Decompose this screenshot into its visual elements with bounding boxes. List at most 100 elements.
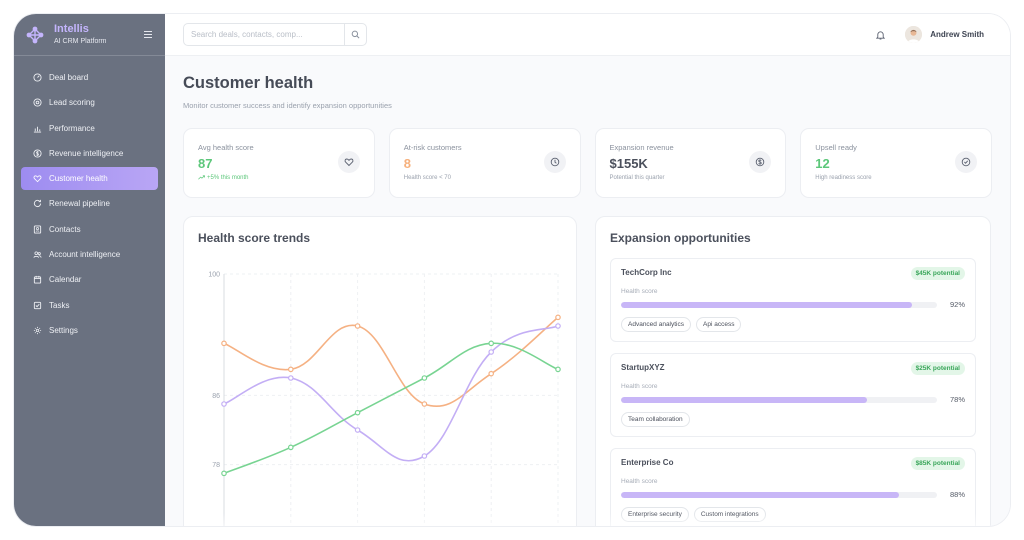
sidebar-item-performance[interactable]: Performance (21, 117, 158, 140)
stat-value: 8 (403, 156, 411, 171)
data-point[interactable] (221, 401, 227, 407)
sidebar-item-contacts[interactable]: Contacts (21, 218, 158, 241)
opportunity-card[interactable]: StartupXYZ $25K potential Health score 7… (610, 353, 976, 437)
health-score-label: Health score (621, 383, 658, 390)
gauge-icon (33, 73, 42, 82)
health-score-bar (621, 396, 937, 403)
stat-card-expansion-revenue: Expansion revenue $155K Potential this q… (594, 128, 787, 198)
health-score-fill (621, 301, 912, 308)
stat-label: Upsell ready (815, 143, 857, 152)
app-window: Intellis AI CRM Platform Deal board Lead… (14, 14, 1010, 526)
data-point[interactable] (354, 427, 361, 433)
sidebar-item-label: Contacts (49, 224, 81, 234)
page-title: Customer health (183, 74, 314, 92)
user-name[interactable]: Andrew Smith (930, 30, 984, 39)
calendar-icon (33, 276, 42, 284)
data-point[interactable] (221, 470, 227, 477)
data-point[interactable] (555, 314, 561, 321)
brand-name: Intellis (54, 23, 89, 35)
opportunity-name: StartupXYZ (621, 363, 665, 372)
sidebar-item-calendar[interactable]: Calendar (21, 268, 158, 291)
sidebar-item-renewal-pipeline[interactable]: Renewal pipeline (21, 192, 158, 215)
data-point[interactable] (488, 370, 495, 377)
health-score-fill (621, 491, 900, 498)
search-input[interactable] (184, 24, 344, 45)
menu-toggle-icon[interactable] (141, 28, 155, 42)
data-point[interactable] (288, 366, 294, 373)
sidebar-item-revenue-intelligence[interactable]: Revenue intelligence (21, 142, 158, 165)
stat-note-text: +5% this month (207, 175, 249, 182)
data-point[interactable] (421, 401, 428, 407)
trend-up-icon (198, 175, 205, 180)
check-circle-icon (955, 151, 977, 173)
opportunity-card[interactable]: TechCorp Inc $45K potential Health score… (610, 258, 976, 342)
sidebar-item-settings[interactable]: Settings (21, 319, 158, 342)
opportunity-card[interactable]: Enterprise Co $85K potential Health scor… (610, 448, 976, 526)
sidebar-item-deal-board[interactable]: Deal board (21, 66, 158, 89)
notifications-bell-icon[interactable] (873, 28, 887, 42)
feature-tag[interactable]: Custom integrations (693, 507, 766, 522)
potential-badge: $25K potential (910, 362, 965, 375)
data-point[interactable] (354, 409, 361, 416)
checkbox-icon (33, 301, 42, 309)
data-point[interactable] (288, 375, 294, 381)
data-point[interactable] (221, 340, 227, 347)
y-tick-label: 78 (212, 462, 220, 469)
brand: Intellis AI CRM Platform (14, 14, 165, 56)
series-line-2 (223, 325, 559, 462)
feature-tag[interactable]: Advanced analytics (621, 317, 692, 332)
gear-icon (33, 326, 42, 335)
data-point[interactable] (421, 453, 428, 459)
heart-icon (33, 175, 42, 183)
stat-card-avg-health: Avg health score 87 +5% this month (183, 128, 375, 198)
data-point[interactable] (555, 323, 561, 329)
sidebar-item-label: Tasks (49, 300, 70, 310)
brand-logo-icon (24, 24, 46, 46)
main-area: Andrew Smith Customer health Monitor cus… (165, 14, 1010, 526)
sidebar-item-lead-scoring[interactable]: Lead scoring (21, 91, 158, 114)
sidebar: Intellis AI CRM Platform Deal board Lead… (14, 14, 165, 526)
expansion-opportunities-panel: Expansion opportunities TechCorp Inc $45… (595, 216, 991, 526)
sidebar-item-account-intelligence[interactable]: Account intelligence (21, 243, 158, 266)
feature-tag[interactable]: Team collaboration (621, 412, 690, 427)
sidebar-item-label: Settings (49, 325, 78, 335)
opportunity-name: Enterprise Co (621, 458, 674, 467)
stat-label: At-risk customers (403, 143, 462, 152)
stat-label: Expansion revenue (609, 143, 674, 152)
data-point[interactable] (421, 375, 428, 381)
dollar-icon (749, 151, 772, 173)
page-subtitle: Monitor customer success and identify ex… (183, 101, 392, 110)
avatar[interactable] (905, 26, 923, 43)
opportunity-name: TechCorp Inc (621, 268, 672, 277)
panel-title: Expansion opportunities (610, 231, 751, 245)
sidebar-item-label: Lead scoring (49, 98, 95, 108)
sidebar-item-label: Deal board (49, 73, 89, 82)
sidebar-item-label: Account intelligence (49, 250, 121, 260)
data-point[interactable] (354, 323, 361, 329)
data-point[interactable] (488, 340, 495, 347)
sidebar-item-label: Calendar (49, 275, 82, 285)
stat-label: Avg health score (198, 143, 254, 152)
search-icon (351, 30, 360, 39)
sidebar-item-label: Renewal pipeline (49, 199, 110, 209)
contacts-icon (33, 225, 42, 234)
stat-value: $155K (609, 156, 648, 171)
feature-tag[interactable]: Enterprise security (621, 507, 689, 522)
sidebar-item-customer-health[interactable]: Customer health (21, 167, 158, 191)
refresh-icon (33, 200, 42, 208)
data-point[interactable] (488, 349, 495, 355)
series-line-1 (223, 316, 559, 407)
data-point[interactable] (288, 444, 294, 451)
search-button[interactable] (344, 24, 366, 45)
stat-value: 12 (815, 156, 830, 171)
target-icon (33, 98, 42, 107)
feature-tag[interactable]: Api access (696, 317, 742, 332)
data-point[interactable] (555, 366, 561, 373)
stat-note: +5% this month (198, 175, 360, 181)
dollar-icon (33, 149, 42, 158)
sidebar-item-tasks[interactable]: Tasks (21, 294, 158, 317)
y-tick-label: 100 (208, 272, 220, 279)
health-trends-panel: Health score trends 100 86 78 70 (183, 216, 577, 526)
search-box (183, 23, 367, 46)
